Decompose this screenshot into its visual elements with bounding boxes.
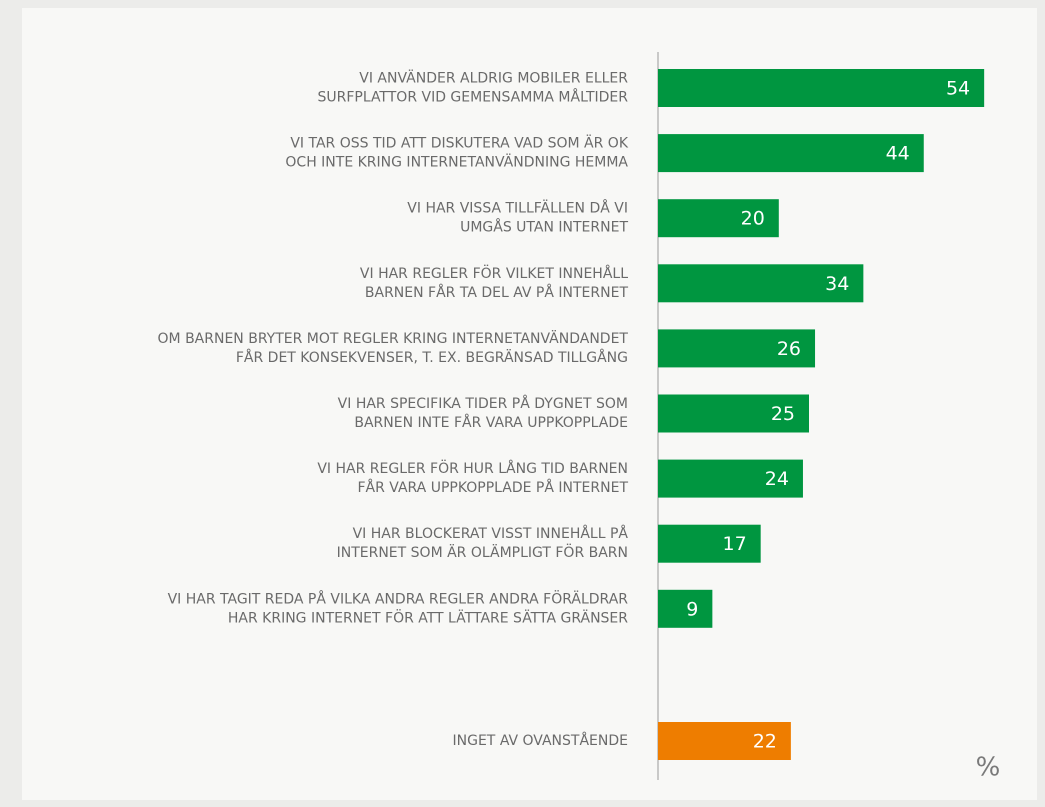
bar (658, 199, 779, 238)
value-label: 26 (777, 338, 801, 360)
value-label: 25 (771, 403, 795, 425)
category-label: VI HAR BLOCKERAT VISST INNEHÅLL PÅ (353, 525, 629, 542)
category-label: VI HAR TAGIT REDA PÅ VILKA ANDRA REGLER … (168, 589, 629, 607)
value-label: 34 (825, 273, 849, 295)
value-label: 54 (946, 78, 970, 100)
bar (658, 264, 864, 303)
unit-label: % (976, 753, 1001, 783)
bar (658, 589, 713, 628)
category-label: FÅR VARA UPPKOPPLADE PÅ INTERNET (357, 479, 628, 496)
bar (658, 69, 985, 107)
category-label: VI ANVÄNDER ALDRIG MOBILER ELLER (359, 69, 628, 87)
value-label: 17 (722, 533, 746, 555)
category-label: OM BARNEN BRYTER MOT REGLER KRING INTERN… (158, 329, 629, 347)
value-label: 9 (686, 598, 698, 620)
bar (658, 524, 761, 563)
category-label: HAR KRING INTERNET FÖR ATT LÄTTARE SÄTTA… (228, 608, 628, 626)
category-label: FÅR DET KONSEKVENSER, T. EX. BEGRÄNSAD T… (236, 348, 628, 366)
category-label: VI TAR OSS TID ATT DISKUTERA VAD SOM ÄR … (290, 134, 628, 152)
value-label: 22 (753, 731, 777, 753)
category-label: UMGÅS UTAN INTERNET (460, 219, 628, 236)
bar (658, 329, 816, 368)
category-label: BARNEN INTE FÅR VARA UPPKOPPLADE (354, 414, 628, 431)
value-label: 24 (765, 468, 789, 490)
bar (658, 459, 803, 498)
category-label: VI HAR VISSA TILLFÄLLEN DÅ VI (407, 199, 628, 217)
bar (658, 134, 924, 173)
value-label: 20 (741, 208, 765, 230)
bar (658, 394, 809, 433)
category-label: SURFPLATTOR VID GEMENSAMMA MÅLTIDER (317, 89, 628, 106)
category-label: INGET AV OVANSTÅENDE (453, 732, 628, 749)
category-label: VI HAR SPECIFIKA TIDER PÅ DYGNET SOM (338, 395, 628, 412)
category-label: VI HAR REGLER FÖR VILKET INNEHÅLL (360, 264, 628, 282)
category-label: BARNEN FÅR TA DEL AV PÅ INTERNET (365, 284, 629, 301)
value-label: 44 (886, 143, 910, 165)
category-label: OCH INTE KRING INTERNETANVÄNDNING HEMMA (285, 153, 628, 171)
category-label: INTERNET SOM ÄR OLÄMPLIGT FÖR BARN (337, 543, 628, 561)
category-label: VI HAR REGLER FÖR HUR LÅNG TID BARNEN (317, 459, 628, 477)
bar (658, 722, 791, 760)
